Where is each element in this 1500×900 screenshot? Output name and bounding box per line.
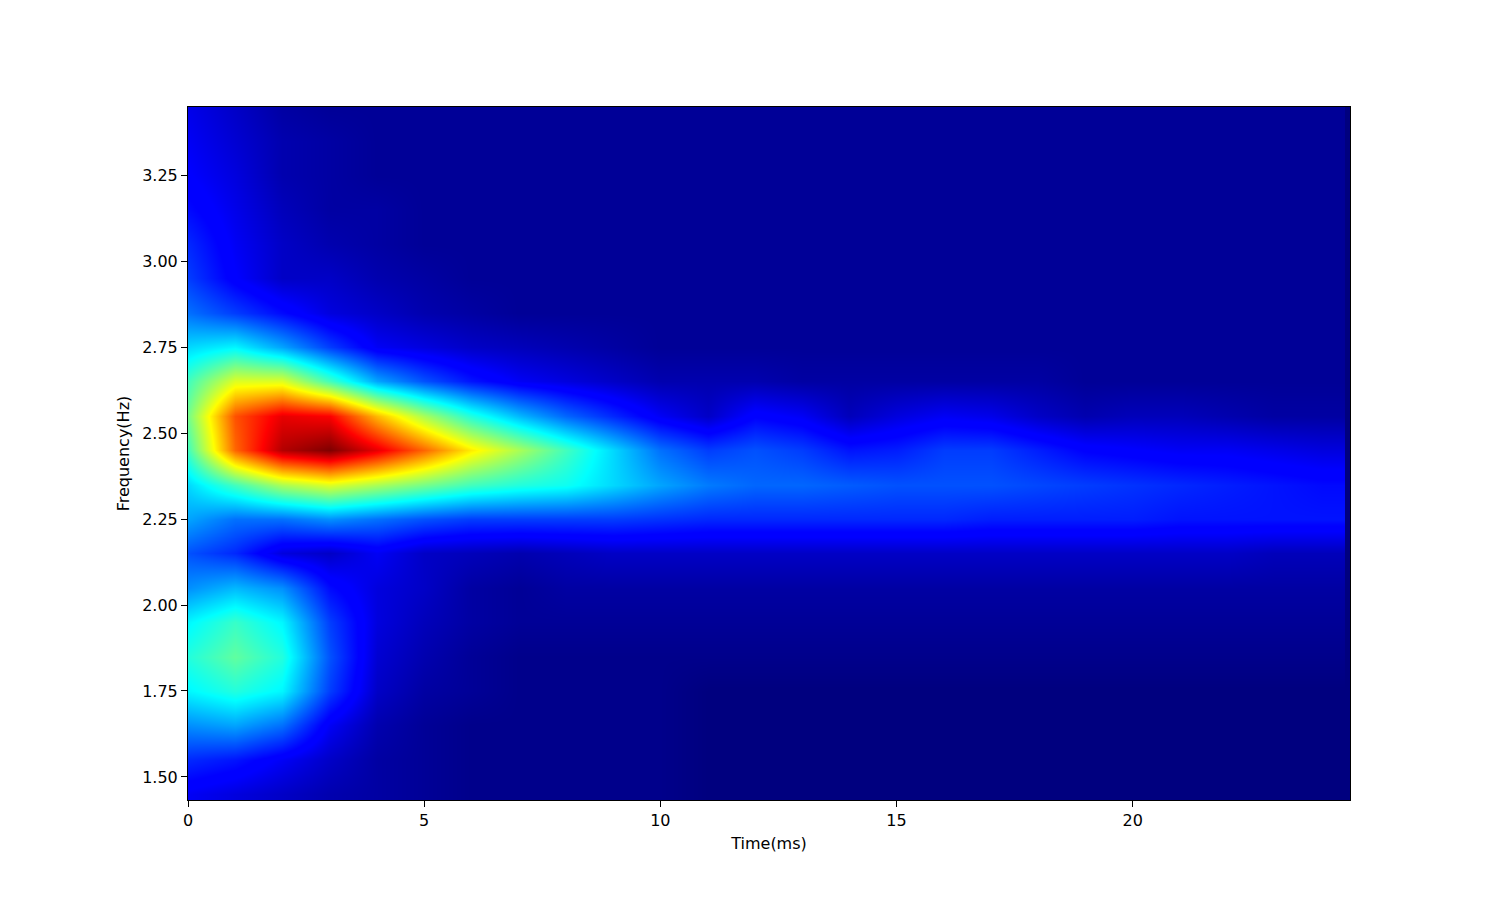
svg-text:3.25: 3.25 — [142, 166, 178, 185]
svg-text:20: 20 — [1123, 811, 1143, 830]
svg-text:3.00: 3.00 — [142, 252, 178, 271]
svg-text:Time(ms): Time(ms) — [730, 834, 807, 853]
svg-text:1.75: 1.75 — [142, 682, 178, 701]
svg-text:2.25: 2.25 — [142, 510, 178, 529]
svg-text:1.50: 1.50 — [142, 768, 178, 787]
svg-text:2.75: 2.75 — [142, 338, 178, 357]
svg-text:Frequency(Hz): Frequency(Hz) — [114, 396, 133, 512]
svg-text:10: 10 — [650, 811, 670, 830]
svg-text:0: 0 — [183, 811, 193, 830]
svg-text:15: 15 — [886, 811, 906, 830]
svg-text:2.50: 2.50 — [142, 424, 178, 443]
svg-text:2.00: 2.00 — [142, 596, 178, 615]
svg-text:5: 5 — [419, 811, 429, 830]
